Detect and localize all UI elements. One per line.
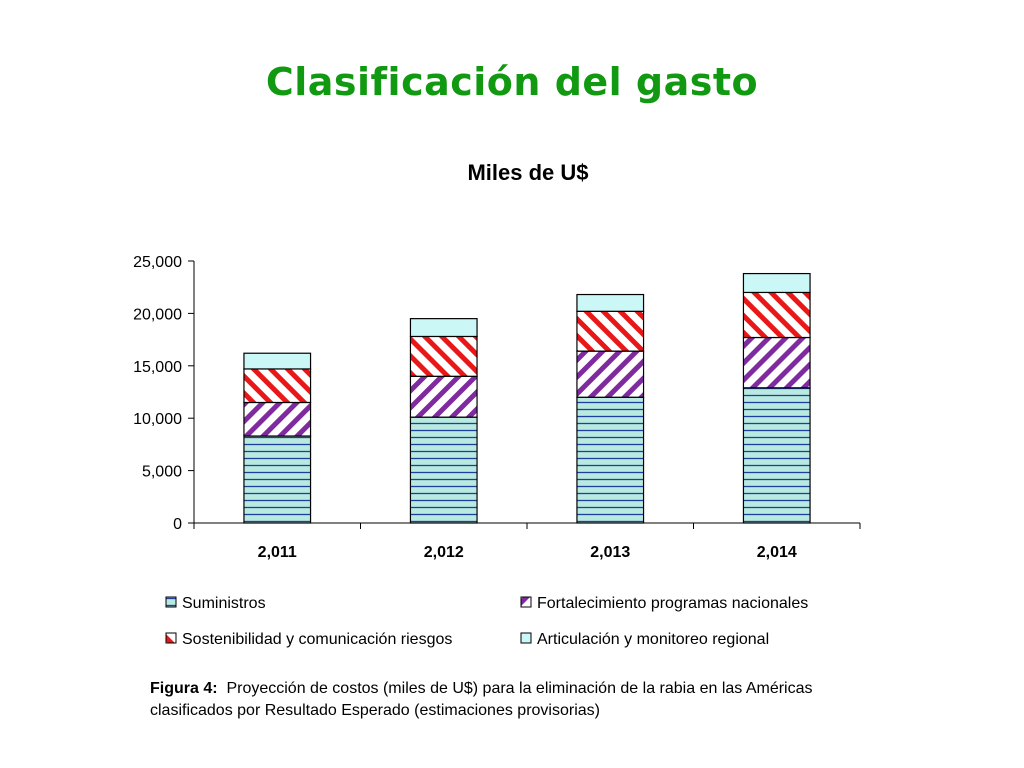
x-tick-label: 2,013 [590, 544, 630, 561]
y-tick-label: 15,000 [133, 359, 182, 376]
bar-segment [409, 335, 478, 377]
legend-swatch [165, 596, 177, 608]
bar-segment [576, 293, 645, 312]
chart-bars [243, 272, 811, 524]
y-tick-label: 10,000 [133, 411, 182, 428]
legend-swatch [520, 596, 532, 608]
legend-swatch [165, 632, 177, 644]
caption-label: Figura 4: [150, 680, 218, 697]
figure-caption: Figura 4: Proyección de costos (miles de… [150, 678, 870, 722]
y-tick-label: 25,000 [133, 254, 182, 271]
bar-segment [243, 435, 312, 524]
legend-label: Suministros [182, 595, 266, 612]
bar-segment [243, 368, 312, 404]
bar-segment [742, 336, 811, 389]
y-tick-label: 5,000 [142, 464, 182, 481]
bar-segment [742, 291, 811, 339]
bar-segment [243, 401, 312, 437]
bar-segment [742, 272, 811, 294]
x-tick-label: 2,012 [424, 544, 464, 561]
legend-swatch [520, 632, 532, 644]
y-tick-label: 20,000 [133, 306, 182, 323]
bar-segment [409, 318, 478, 338]
x-tick-label: 2,014 [757, 544, 797, 561]
bar-segment [243, 352, 312, 370]
legend-label: Fortalecimiento programas nacionales [537, 595, 808, 612]
slide-title: Clasificación del gasto [265, 60, 759, 104]
bar-segment [409, 375, 478, 418]
bar-segment [409, 416, 478, 524]
bar-segment [576, 396, 645, 524]
y-tick-label: 0 [173, 516, 182, 533]
bar-segment [742, 387, 811, 524]
stacked-bar-chart: Miles de U$ 0 5,000 10,000 15,000 20,000 25,0… [133, 160, 861, 648]
chart-axes: 0 5,000 10,000 15,000 20,000 25,000 2,011 2,012… [133, 254, 861, 561]
legend-label: Sostenibilidad y comunicación riesgos [182, 631, 452, 648]
bar-segment [576, 350, 645, 398]
caption-text: Proyección de costos (miles de U$) para … [150, 680, 813, 719]
x-tick-label: 2,011 [258, 544, 297, 561]
chart-legend: Suministros Fortalecimiento programas nac… [165, 595, 808, 648]
legend-label: Articulación y monitoreo regional [537, 631, 769, 648]
chart-title: Miles de U$ [467, 160, 588, 185]
bar-segment [576, 310, 645, 352]
